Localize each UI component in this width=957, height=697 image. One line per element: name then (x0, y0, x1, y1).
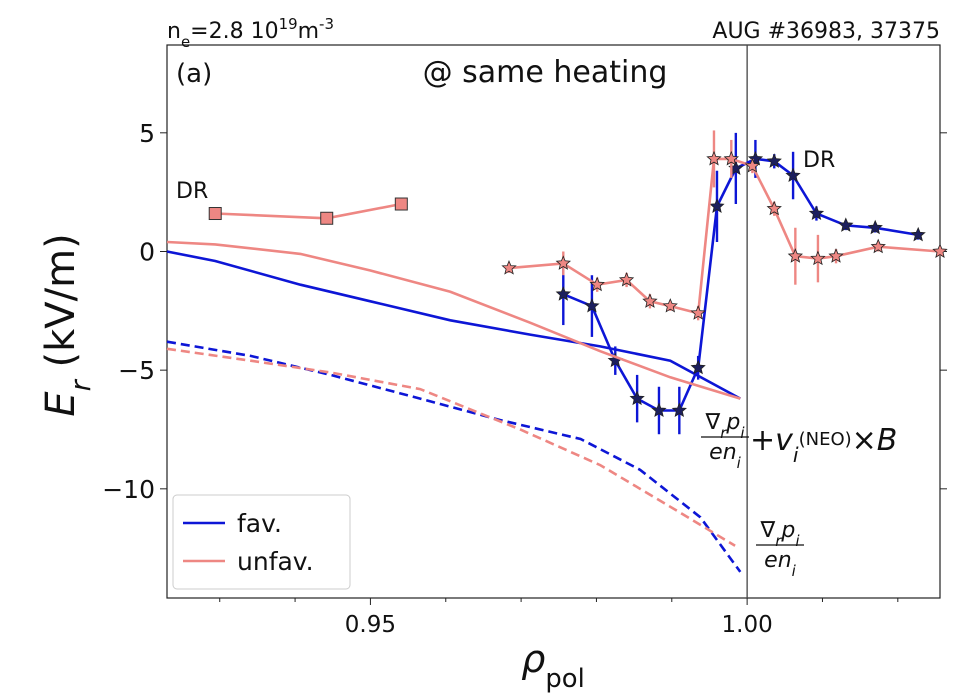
text-part: i (795, 532, 800, 550)
legend-label: fav. (237, 509, 282, 538)
star-marker (910, 226, 926, 242)
star-marker (810, 250, 826, 266)
star-marker (787, 248, 804, 263)
text-part: i (793, 443, 799, 467)
text-part: (NEO) (799, 429, 852, 450)
dr-line (215, 202, 402, 220)
star-marker (932, 243, 948, 258)
text-part: 19 (279, 15, 298, 33)
star-marker (555, 286, 572, 301)
measured-line (508, 157, 941, 315)
star-marker (744, 157, 761, 173)
subtitle: @ same heating (423, 55, 668, 90)
y-tick-label: −5 (118, 356, 155, 385)
text-part: p (780, 518, 795, 543)
star-marker (629, 390, 645, 406)
star-marker (709, 198, 725, 213)
dr-label: DR (176, 179, 208, 204)
text-part: -3 (319, 15, 334, 33)
star-marker (555, 255, 572, 270)
star-marker (723, 150, 740, 166)
star-marker (584, 298, 600, 313)
text-part: i (740, 424, 745, 442)
star-marker (766, 200, 782, 216)
formula-denominator: eni (709, 440, 741, 472)
header-right: AUG #36983, 37375 (712, 19, 940, 44)
star-marker (618, 271, 635, 287)
formula-denominator: eni (764, 548, 796, 580)
text-part: en (764, 548, 791, 573)
text-part: E (38, 391, 84, 417)
legend-box (172, 494, 351, 590)
formula-rest: +vi(NEO)×B (750, 423, 897, 467)
text-part: B (877, 423, 898, 458)
star-marker (690, 305, 706, 320)
y-tick-label: −10 (102, 475, 155, 504)
star-marker (706, 150, 722, 166)
dr-label: DR (803, 148, 835, 173)
star-marker (651, 402, 667, 418)
y-tick-label: 5 (139, 119, 155, 148)
star-marker (870, 238, 886, 254)
header-left: ne=2.8 1019m-3 (167, 15, 334, 51)
formula-numerator: ∇rpi (705, 410, 746, 442)
model-curve (166, 240, 741, 400)
star-marker (867, 219, 883, 235)
text-part: =2.8 10 (190, 19, 278, 44)
star-marker (766, 153, 782, 168)
text-part: en (709, 440, 736, 465)
text-part: pol (545, 664, 584, 694)
star-marker (828, 248, 844, 263)
text-part: n (167, 19, 181, 44)
text-part: + (750, 423, 775, 458)
star-marker (671, 402, 688, 418)
formula-numerator: ∇rpi (760, 518, 801, 550)
text-part: m (298, 19, 319, 44)
text-part: e (181, 33, 190, 51)
text-part: v (775, 423, 794, 458)
text-part: i (792, 562, 797, 580)
y-tick-label: 0 (139, 237, 155, 266)
text-part: r (720, 424, 727, 442)
star-marker (838, 217, 854, 232)
y-axis-label: Er (kV/m) (38, 233, 97, 416)
star-marker (808, 205, 825, 221)
text-part: (kV/m) (38, 233, 84, 380)
legend-label: unfav. (237, 547, 314, 576)
text-part: ∇ (760, 518, 776, 543)
x-tick-label: 0.95 (345, 612, 396, 638)
plot-frame (166, 44, 941, 599)
star-marker (501, 260, 517, 275)
dr-marker (320, 211, 334, 225)
text-part: × (852, 423, 877, 458)
star-marker (642, 293, 658, 308)
model-curve (166, 250, 741, 400)
star-marker (690, 359, 706, 375)
text-part: r (775, 532, 782, 550)
text-part: i (737, 454, 742, 472)
dr-marker (208, 207, 222, 221)
dr-marker (394, 197, 408, 211)
diamagnetic-curve (166, 347, 736, 547)
text-part: ρ (521, 637, 545, 681)
x-tick-label: 1.00 (722, 612, 773, 638)
panel-label: (a) (176, 59, 212, 89)
text-part: ∇ (705, 410, 721, 435)
text-part: r (66, 378, 97, 391)
star-marker (589, 276, 605, 292)
star-marker (662, 298, 678, 313)
x-axis-label: ρpol (521, 637, 585, 694)
text-part: p (725, 410, 740, 435)
star-marker (785, 167, 801, 183)
measured-line (562, 157, 919, 412)
